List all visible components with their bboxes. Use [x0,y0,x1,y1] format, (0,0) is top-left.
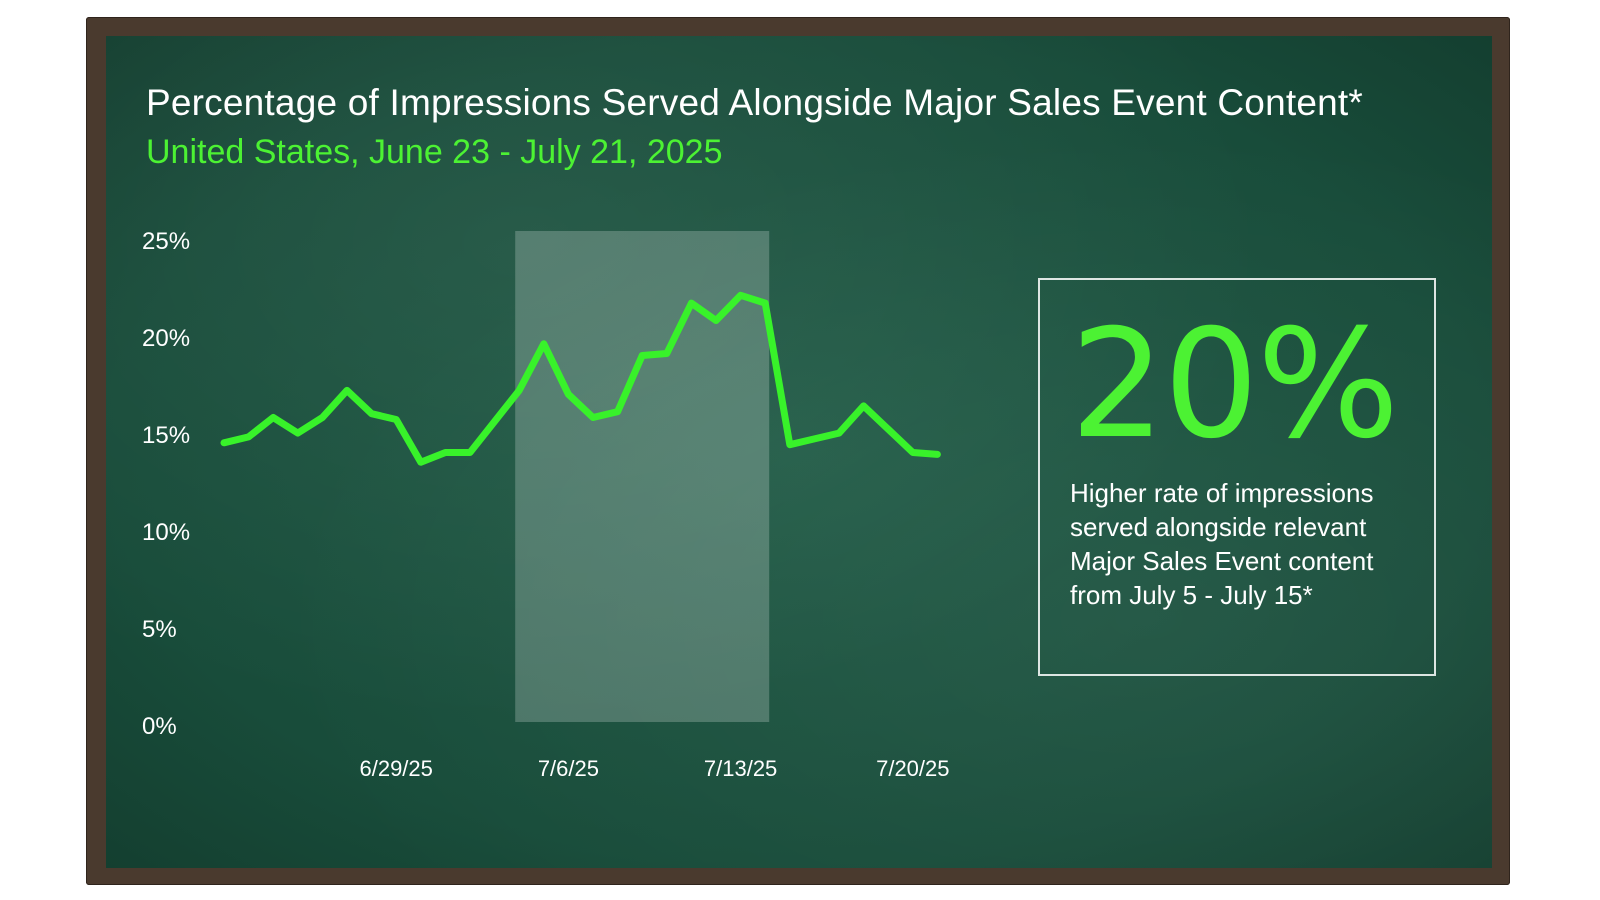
chart-subtitle: United States, June 23 - July 21, 2025 [146,133,723,171]
y-tick-label: 15% [142,422,190,449]
data-point [860,402,867,409]
chart-title: Percentage of Impressions Served Alongsi… [146,82,1363,123]
data-point [663,350,670,357]
data-point [442,449,449,456]
data-point [368,410,375,417]
data-point [393,416,400,423]
data-point [885,426,892,433]
data-point [270,414,277,421]
data-point [786,441,793,448]
data-point [590,414,596,421]
series-line [220,291,941,466]
data-point [319,414,326,421]
data-point [639,352,646,359]
data-point [688,300,695,307]
data-point [713,317,719,324]
stat-callout-text: Higher rate of impressions served alongs… [1070,478,1374,610]
y-tick-label: 5% [142,616,177,643]
data-point [516,387,523,394]
data-point [762,300,769,307]
stat-callout-box: 20% Higher rate of impressions served al… [1038,278,1436,676]
data-point [467,449,473,456]
data-point [221,439,227,446]
data-point [811,435,818,442]
data-point [491,418,498,425]
data-point [836,430,842,437]
y-tick-label: 10% [142,519,190,546]
y-tick-label: 25% [142,228,190,255]
y-tick-label: 20% [142,325,190,352]
data-point [540,340,547,347]
data-point [344,387,350,394]
data-point [294,430,301,437]
x-tick-label: 7/20/25 [876,756,949,781]
data-point [909,449,916,456]
stat-callout-value: 20% [1070,298,1399,472]
data-point [565,391,572,398]
x-tick-label: 7/13/25 [704,756,777,781]
chalkboard: 0% 5% 10% 15% 20% 25% 6/29/25 7/6/25 7/13/25 7/2… [106,36,1492,868]
x-tick-label: 7/6/25 [538,756,599,781]
data-point [934,451,941,458]
data-point [417,459,424,466]
data-point [737,292,744,299]
y-tick-label: 0% [142,713,177,740]
chart: 0% 5% 10% 15% 20% 25% 6/29/25 7/6/25 7/13/25 7/2… [142,228,950,781]
x-tick-label: 6/29/25 [359,756,432,781]
data-point [614,408,621,415]
data-point [245,433,252,440]
